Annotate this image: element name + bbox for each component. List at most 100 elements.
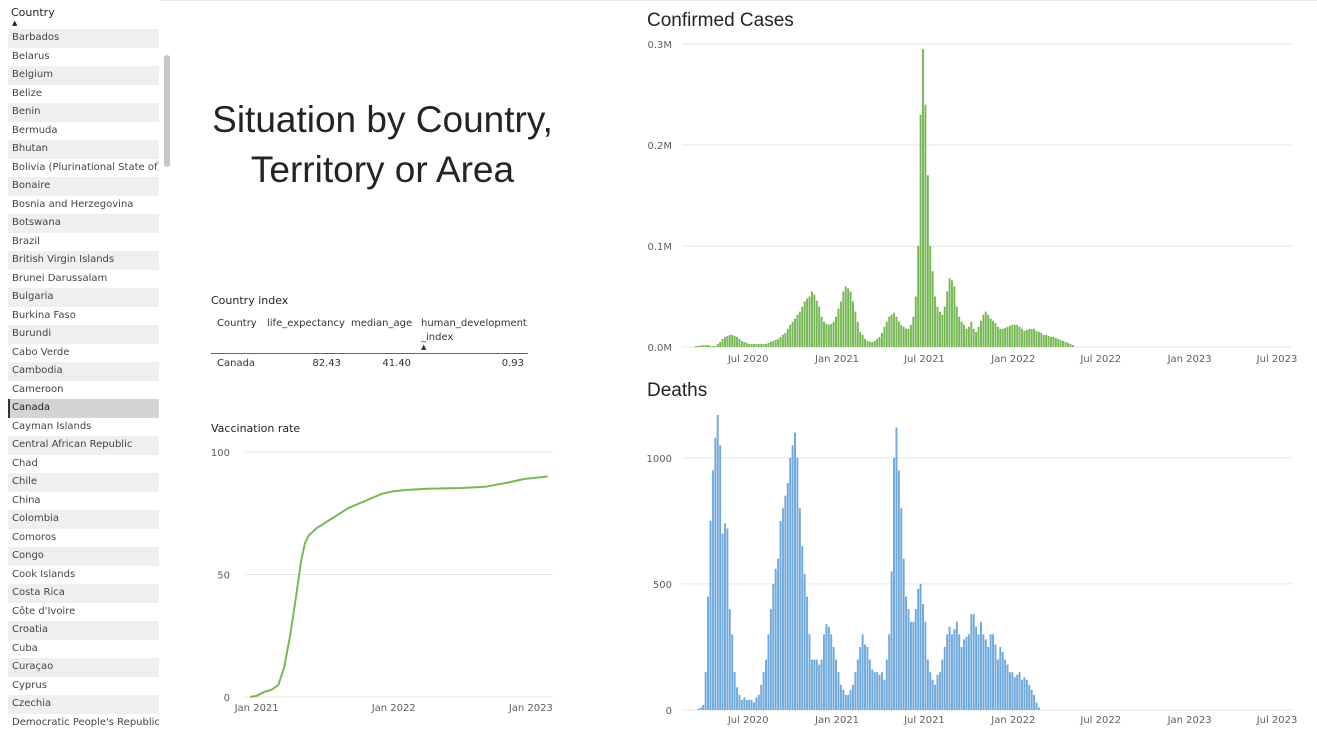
bar[interactable] xyxy=(830,634,833,710)
bar[interactable] xyxy=(1030,328,1033,347)
bar[interactable] xyxy=(951,280,953,347)
bar[interactable] xyxy=(794,318,796,347)
bar[interactable] xyxy=(849,689,852,710)
bar[interactable] xyxy=(864,338,867,347)
bar[interactable] xyxy=(777,338,780,347)
bar[interactable] xyxy=(1025,679,1028,710)
bar[interactable] xyxy=(731,634,734,710)
bar[interactable] xyxy=(781,334,784,347)
country-slicer[interactable]: Country ▲ Barbados Belarus Belgium Belize Be… xyxy=(0,0,175,739)
slicer-item[interactable]: Costa Rica xyxy=(8,584,159,603)
bar[interactable] xyxy=(726,335,729,347)
bar[interactable] xyxy=(992,320,994,347)
bar[interactable] xyxy=(820,316,823,347)
bar[interactable] xyxy=(721,338,724,347)
bar[interactable] xyxy=(697,345,700,347)
bar[interactable] xyxy=(1033,694,1036,710)
bar[interactable] xyxy=(1016,674,1019,710)
bar[interactable] xyxy=(1006,326,1009,347)
bar[interactable] xyxy=(965,636,968,710)
bar[interactable] xyxy=(820,659,823,710)
bar[interactable] xyxy=(721,533,724,710)
bar[interactable] xyxy=(897,321,900,347)
bar[interactable] xyxy=(1062,340,1065,347)
bar[interactable] xyxy=(847,288,850,347)
confirmed-cases-chart[interactable]: 0.0M 0.1M 0.2M 0.3M Jul 2020 Jan 2021 Jul 2021… xyxy=(640,35,1310,370)
bar[interactable] xyxy=(936,306,939,347)
bar[interactable] xyxy=(695,345,697,347)
slicer-item[interactable]: Croatia xyxy=(8,621,159,640)
bar[interactable] xyxy=(1001,652,1004,710)
bar[interactable] xyxy=(938,311,941,347)
bar[interactable] xyxy=(946,291,949,347)
bar[interactable] xyxy=(798,508,801,710)
bar[interactable] xyxy=(813,659,816,710)
bar[interactable] xyxy=(984,639,987,710)
bar[interactable] xyxy=(794,432,796,710)
bar[interactable] xyxy=(943,646,946,710)
bar[interactable] xyxy=(789,324,792,347)
bar[interactable] xyxy=(716,414,719,710)
bar[interactable] xyxy=(917,246,920,347)
bar[interactable] xyxy=(1037,707,1040,710)
bar[interactable] xyxy=(907,328,910,347)
slicer-item[interactable]: Burundi xyxy=(8,325,159,344)
bar[interactable] xyxy=(733,335,736,347)
bar[interactable] xyxy=(736,687,739,710)
slicer-item[interactable]: Brazil xyxy=(8,232,159,251)
bar[interactable] xyxy=(786,328,789,347)
bar[interactable] xyxy=(895,427,898,710)
bar[interactable] xyxy=(955,306,958,347)
bar[interactable] xyxy=(1011,672,1014,710)
bar[interactable] xyxy=(936,674,939,710)
bar[interactable] xyxy=(818,664,821,710)
slicer-item[interactable]: Democratic People's Republic xyxy=(8,713,159,732)
bar[interactable] xyxy=(798,311,801,347)
bar[interactable] xyxy=(902,326,905,347)
bar[interactable] xyxy=(842,291,845,347)
bar[interactable] xyxy=(767,342,770,347)
bar[interactable] xyxy=(736,336,739,347)
bar[interactable] xyxy=(760,684,763,710)
bar[interactable] xyxy=(989,318,992,347)
bar[interactable] xyxy=(994,644,997,710)
bar[interactable] xyxy=(926,175,929,347)
vaccination-chart[interactable]: 0 50 100 Jan 2021 Jan 2022 Jan 2023 xyxy=(205,440,565,720)
bar[interactable] xyxy=(827,626,830,710)
bar[interactable] xyxy=(905,596,908,710)
slicer-item[interactable]: Curaçao xyxy=(8,658,159,677)
slicer-header[interactable]: Country ▲ xyxy=(8,5,158,30)
bar[interactable] xyxy=(837,308,840,347)
bar[interactable] xyxy=(987,646,990,710)
slicer-item[interactable]: Canada xyxy=(8,399,159,418)
bar[interactable] xyxy=(699,707,702,710)
bar[interactable] xyxy=(861,634,864,710)
bar[interactable] xyxy=(777,558,780,710)
bar[interactable] xyxy=(1030,689,1033,710)
bar[interactable] xyxy=(847,694,850,710)
bar[interactable] xyxy=(893,312,895,347)
bar[interactable] xyxy=(823,321,825,347)
bar[interactable] xyxy=(823,634,825,710)
bar[interactable] xyxy=(839,301,842,347)
bar[interactable] xyxy=(967,326,970,347)
bar[interactable] xyxy=(748,343,751,347)
bar[interactable] xyxy=(963,639,966,710)
column-header-country[interactable]: Country xyxy=(217,318,257,329)
bar[interactable] xyxy=(914,609,917,710)
bar[interactable] xyxy=(982,314,985,347)
bar[interactable] xyxy=(1018,326,1021,347)
bar[interactable] xyxy=(791,321,794,347)
bar[interactable] xyxy=(1013,324,1016,347)
bar[interactable] xyxy=(781,508,784,710)
bar[interactable] xyxy=(852,301,854,347)
bar[interactable] xyxy=(924,621,927,710)
bar[interactable] xyxy=(803,301,806,347)
bar[interactable] xyxy=(1040,332,1043,347)
slicer-item[interactable]: Cameroon xyxy=(8,380,159,399)
bar[interactable] xyxy=(946,634,949,710)
bar[interactable] xyxy=(1042,334,1045,347)
bar[interactable] xyxy=(938,672,941,710)
bar[interactable] xyxy=(1004,327,1007,347)
bar[interactable] xyxy=(941,314,944,347)
